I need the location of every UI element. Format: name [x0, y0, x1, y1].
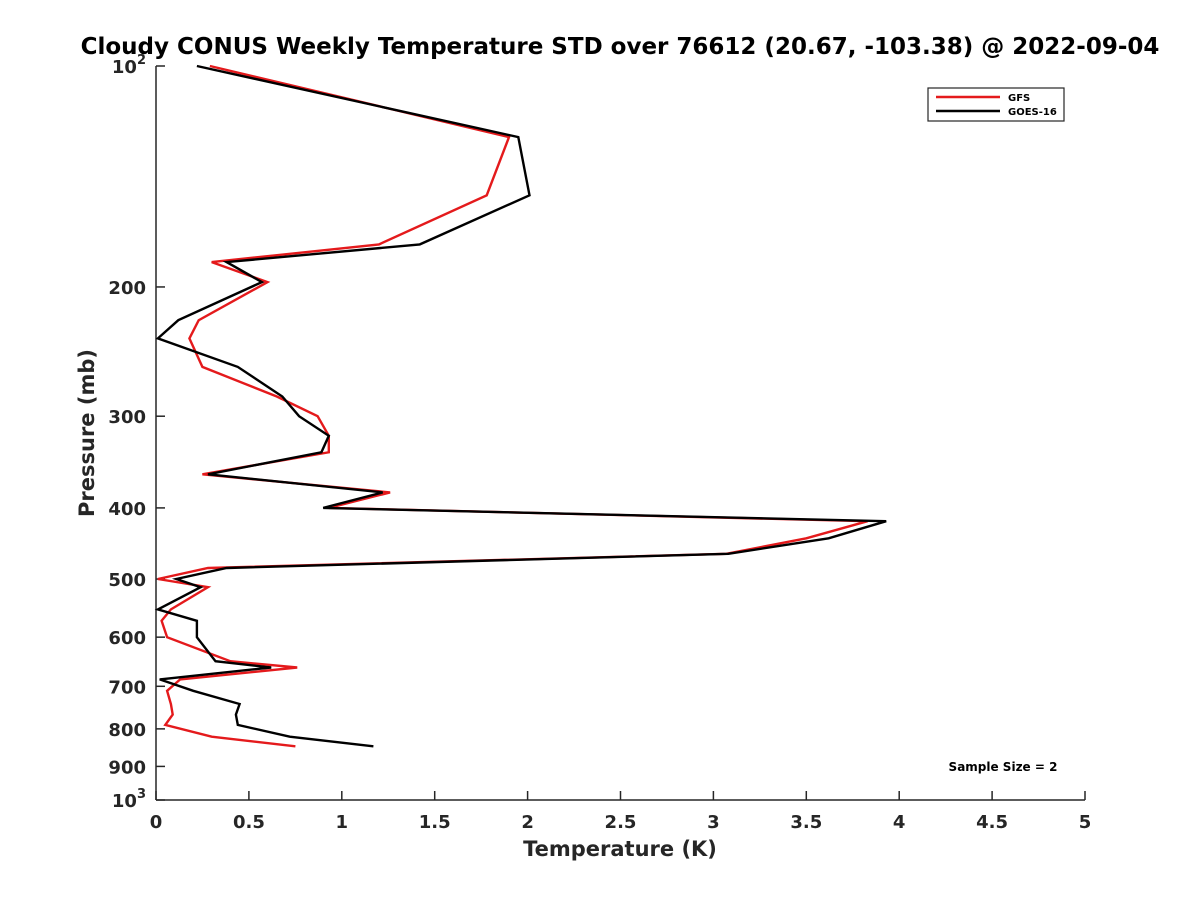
- chart-title: Cloudy CONUS Weekly Temperature STD over…: [81, 34, 1160, 60]
- y-tick-label: 600: [108, 628, 146, 649]
- y-tick-label: 500: [108, 570, 146, 591]
- x-tick-label: 2.5: [605, 812, 637, 833]
- series-layer: [154, 64, 887, 748]
- x-tick-label: 3: [707, 812, 720, 833]
- y-tick-label: 102: [112, 53, 146, 78]
- x-tick-label: 0: [150, 812, 163, 833]
- y-tick-label: 900: [108, 757, 146, 778]
- y-tick-label: 800: [108, 720, 146, 741]
- x-axis-label: Temperature (K): [523, 837, 717, 861]
- legend-box: [927, 87, 1065, 122]
- x-tick-label: 3.5: [790, 812, 822, 833]
- y-tick-label: 400: [108, 499, 146, 520]
- y-tick-label: 200: [108, 278, 146, 299]
- legend: GFS GOES-16: [927, 87, 1065, 122]
- x-tick-label: 1: [336, 812, 349, 833]
- series-line-goes-16: [154, 64, 887, 748]
- x-axis-ticks: 0 0.5 1 1.5 2 2.5 3 3.5 4 4.5 5: [150, 791, 1092, 833]
- y-tick-label: 300: [108, 407, 146, 428]
- sample-size-annotation: Sample Size = 2: [949, 760, 1058, 774]
- x-tick-label: 2: [521, 812, 534, 833]
- x-tick-label: 0.5: [233, 812, 265, 833]
- x-tick-label: 5: [1079, 812, 1092, 833]
- y-tick-label: 700: [108, 677, 146, 698]
- y-axis-ticks: 102 200 300 400 500 600 700 800 900 103: [108, 53, 165, 812]
- y-axis-label: Pressure (mb): [75, 349, 99, 517]
- x-tick-label: 4: [893, 812, 906, 833]
- y-tick-label: 103: [112, 787, 146, 812]
- legend-label: GOES-16: [1008, 107, 1057, 118]
- legend-label: GFS: [1008, 93, 1030, 104]
- x-tick-label: 4.5: [976, 812, 1008, 833]
- x-tick-label: 1.5: [419, 812, 451, 833]
